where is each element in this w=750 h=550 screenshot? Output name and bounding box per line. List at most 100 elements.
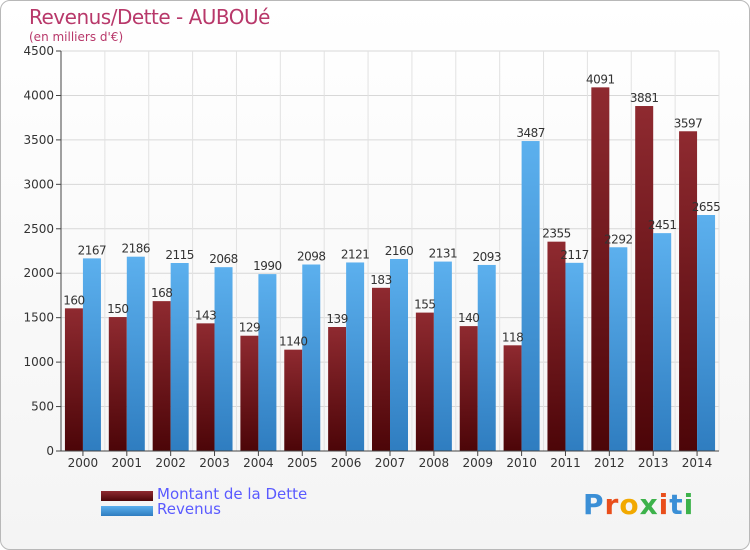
- y-tick-label: 500: [31, 400, 54, 414]
- y-tick-label: 1500: [23, 311, 54, 325]
- proxiti-logo: Proxiti: [583, 488, 694, 521]
- bar-dette: [152, 301, 171, 451]
- data-label-dette: 183: [370, 273, 391, 287]
- logo-letter: i: [683, 488, 695, 521]
- data-label-revenus: 2655: [692, 200, 721, 214]
- bar-dette: [635, 106, 654, 452]
- bar-revenus: [609, 247, 628, 451]
- data-label-dette: 139: [326, 312, 347, 326]
- data-label-dette: 129: [239, 321, 260, 335]
- x-tick-label: 2000: [68, 456, 99, 470]
- data-label-dette: 4091: [586, 72, 615, 86]
- x-tick-label: 2009: [462, 456, 493, 470]
- data-label-dette: 118: [502, 330, 523, 344]
- x-tick-label: 2014: [682, 456, 713, 470]
- y-tick-label: 4000: [23, 88, 54, 102]
- data-label-revenus: 1990: [253, 259, 282, 273]
- x-tick-label: 2010: [506, 456, 537, 470]
- data-label-dette: 1140: [279, 335, 308, 349]
- bar-revenus: [126, 256, 145, 451]
- legend-label-dette: Montant de la Dette: [157, 485, 308, 503]
- bar-revenus: [697, 215, 716, 451]
- y-tick-label: 2500: [23, 222, 54, 236]
- x-tick-label: 2011: [550, 456, 581, 470]
- bar-dette: [328, 327, 347, 451]
- data-label-revenus: 2131: [429, 247, 458, 261]
- bar-dette: [679, 131, 698, 451]
- x-tick-label: 2004: [243, 456, 274, 470]
- x-tick-label: 2012: [594, 456, 625, 470]
- data-label-revenus: 2292: [604, 232, 633, 246]
- x-tick-label: 2008: [419, 456, 450, 470]
- logo-letter: o: [619, 488, 640, 521]
- bar-revenus: [82, 258, 101, 451]
- data-label-revenus: 2098: [297, 250, 326, 264]
- bar-dette: [459, 326, 478, 451]
- data-label-dette: 150: [107, 302, 128, 316]
- y-tick-label: 3000: [23, 177, 54, 191]
- data-label-revenus: 2093: [472, 250, 501, 264]
- data-label-revenus: 2115: [165, 248, 194, 262]
- data-label-revenus: 3487: [516, 126, 545, 140]
- data-label-dette: 2355: [542, 227, 571, 241]
- bar-dette: [547, 241, 566, 451]
- bar-dette: [415, 312, 434, 451]
- logo-letter: t: [669, 488, 684, 521]
- bar-revenus: [170, 263, 189, 451]
- x-tick-label: 2001: [112, 456, 143, 470]
- data-label-dette: 143: [195, 308, 216, 322]
- data-label-dette: 168: [151, 286, 172, 300]
- chart-title: Revenus/Dette - AUBOUé: [29, 5, 270, 29]
- data-label-revenus: 2121: [341, 247, 370, 261]
- logo-letter: P: [583, 488, 605, 521]
- bar-revenus: [302, 264, 321, 451]
- data-label-dette: 3597: [674, 116, 703, 130]
- bar-dette: [196, 323, 215, 451]
- data-label-revenus: 2167: [78, 243, 107, 257]
- bar-revenus: [390, 259, 408, 451]
- legend-swatch-revenus: [101, 506, 153, 516]
- chart-subtitle: (en milliers d'€): [29, 30, 124, 44]
- x-tick-label: 2007: [375, 456, 406, 470]
- data-label-dette: 155: [414, 298, 435, 312]
- bar-revenus: [214, 267, 233, 451]
- data-label-dette: 140: [458, 311, 479, 325]
- logo-letter: r: [604, 488, 620, 521]
- data-label-revenus: 2160: [385, 244, 414, 258]
- data-label-revenus: 2068: [209, 252, 238, 266]
- bar-revenus: [346, 262, 365, 451]
- y-tick-label: 4500: [23, 44, 54, 58]
- y-tick-label: 0: [46, 444, 54, 458]
- data-label-dette: 160: [63, 293, 84, 307]
- data-label-revenus: 2451: [648, 218, 677, 232]
- x-tick-label: 2013: [638, 456, 669, 470]
- logo-letter: x: [639, 488, 659, 521]
- bar-dette: [503, 345, 522, 451]
- x-tick-label: 2002: [155, 456, 186, 470]
- bar-dette: [64, 308, 83, 451]
- data-label-revenus: 2186: [122, 242, 151, 256]
- bar-revenus: [521, 141, 540, 452]
- x-tick-label: 2003: [199, 456, 230, 470]
- bar-revenus: [653, 233, 672, 451]
- y-tick-label: 3500: [23, 133, 54, 147]
- legend-swatch-dette: [101, 491, 153, 501]
- data-label-revenus: 2117: [560, 248, 589, 262]
- data-label-dette: 3881: [630, 91, 659, 105]
- bar-revenus: [258, 274, 277, 451]
- bar-dette: [591, 87, 610, 451]
- bar-dette: [240, 335, 259, 451]
- logo-letter: i: [658, 488, 670, 521]
- y-tick-label: 2000: [23, 266, 54, 280]
- x-tick-label: 2006: [331, 456, 362, 470]
- y-tick-label: 1000: [23, 355, 54, 369]
- bar-dette: [284, 349, 303, 451]
- bar-dette: [372, 287, 390, 451]
- bar-revenus: [477, 264, 496, 451]
- legend-label-revenus: Revenus: [157, 500, 221, 518]
- bar-dette: [108, 317, 127, 451]
- bar-revenus: [433, 261, 452, 451]
- x-tick-label: 2005: [287, 456, 318, 470]
